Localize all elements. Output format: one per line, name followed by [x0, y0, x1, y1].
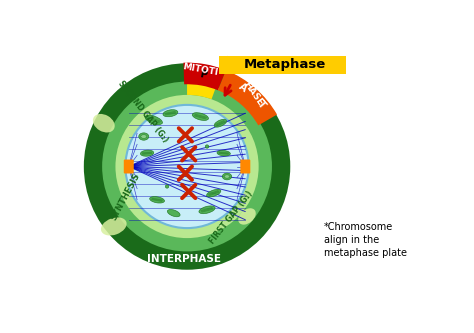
Ellipse shape — [141, 135, 147, 139]
Ellipse shape — [205, 145, 209, 148]
Ellipse shape — [207, 189, 221, 197]
Ellipse shape — [214, 119, 227, 127]
Ellipse shape — [238, 208, 256, 225]
Text: SYNTHESIS: SYNTHESIS — [109, 171, 142, 221]
Ellipse shape — [93, 114, 115, 133]
Ellipse shape — [217, 151, 230, 156]
Polygon shape — [219, 56, 228, 74]
Ellipse shape — [222, 173, 232, 180]
Wedge shape — [187, 79, 217, 99]
Text: SECOND GAP (G₂): SECOND GAP (G₂) — [116, 79, 170, 144]
FancyBboxPatch shape — [124, 160, 134, 173]
Ellipse shape — [199, 206, 215, 214]
Wedge shape — [183, 63, 226, 90]
Text: Metaphase: Metaphase — [244, 58, 326, 71]
Ellipse shape — [139, 133, 149, 140]
FancyBboxPatch shape — [219, 56, 346, 74]
Circle shape — [84, 63, 290, 270]
Ellipse shape — [192, 113, 209, 121]
Text: T: T — [255, 99, 267, 110]
Circle shape — [102, 82, 272, 251]
Text: A: A — [237, 81, 248, 94]
Wedge shape — [218, 70, 277, 126]
FancyBboxPatch shape — [240, 160, 250, 173]
Text: *Chromosome
align in the
metaphase plate: *Chromosome align in the metaphase plate — [324, 221, 407, 258]
Ellipse shape — [145, 115, 163, 125]
Ellipse shape — [150, 196, 164, 203]
Text: INTERPHASE: INTERPHASE — [147, 254, 221, 264]
Text: MITOTI: MITOTI — [182, 62, 219, 77]
Ellipse shape — [163, 110, 178, 117]
Text: FIRST GAP (G₁): FIRST GAP (G₁) — [208, 189, 255, 246]
Ellipse shape — [224, 175, 230, 178]
Ellipse shape — [101, 217, 127, 235]
Ellipse shape — [140, 150, 154, 156]
Ellipse shape — [167, 209, 180, 217]
Circle shape — [126, 105, 249, 228]
Ellipse shape — [165, 185, 169, 188]
Circle shape — [116, 95, 259, 238]
Text: HASE: HASE — [241, 80, 264, 107]
Text: P: P — [199, 69, 208, 80]
